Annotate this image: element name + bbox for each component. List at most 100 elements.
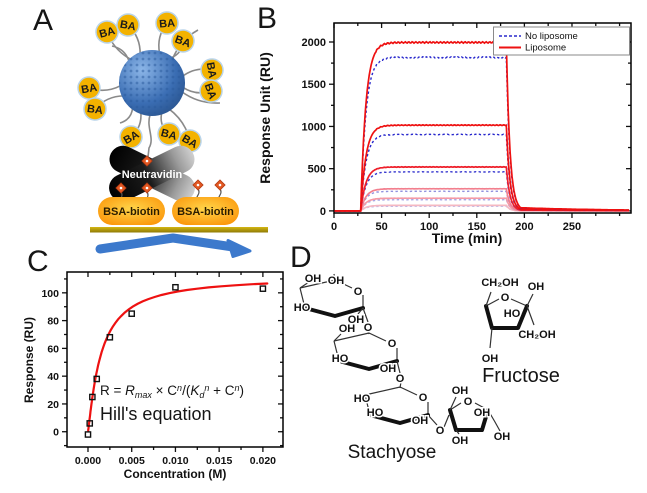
panelB-ytick-label: 500 — [308, 164, 326, 176]
panel-b-sensorgram-chart: 0 50 100 150 200 250 0 500 1000 1500 2000 Time (min… — [257, 22, 632, 246]
anchor-chain — [147, 114, 152, 158]
panelB-xtick-label: 250 — [563, 221, 581, 233]
panelC-axes: 0.000 0.005 0.010 0.015 0.020 0 20 40 60 80 100 Con… — [22, 271, 284, 481]
panelC-xtick-label: 0.000 — [75, 455, 101, 467]
atom-label: OH — [474, 407, 491, 419]
ba-label: BA — [202, 82, 219, 101]
ba-label: BA — [204, 61, 219, 79]
stachyose-skeleton — [299, 273, 501, 435]
panel-c-binding-curve-chart: 0.000 0.005 0.010 0.015 0.020 0 20 40 60 80 100 Con… — [22, 271, 284, 481]
panelC-y-axis-label: Response (RU) — [22, 317, 36, 403]
atom-label: O — [396, 373, 405, 385]
panelC-ticks — [62, 272, 283, 452]
scatter-points — [84, 283, 267, 438]
series-line-no-liposome — [334, 190, 630, 212]
data-point-square — [259, 285, 267, 292]
polymer-chain — [181, 91, 221, 104]
atom-label: O — [364, 322, 373, 334]
panelC-xtick-label: 0.005 — [119, 455, 145, 467]
panelC-plot-frame — [66, 271, 284, 448]
atom-label: HO — [332, 353, 349, 365]
atom-label: O — [419, 392, 428, 404]
ba-badge: BA — [83, 97, 107, 121]
data-point-square — [128, 310, 136, 317]
atom-label: HO — [504, 308, 521, 320]
equation-segment: + C — [209, 383, 235, 398]
atom-label: O — [464, 396, 473, 408]
atom-label: O — [354, 286, 363, 298]
ba-badge: BA — [95, 20, 119, 44]
data-point-square — [84, 431, 92, 438]
panelB-xtick-label: 150 — [468, 221, 486, 233]
panel-letter-d: D — [290, 241, 312, 274]
data-point-square — [89, 393, 96, 401]
panelB-y-axis-label: Response Unit (RU) — [257, 52, 273, 183]
panelB-x-axis-label: Time (min) — [432, 230, 503, 246]
neutravidin-body: Neutravidin — [109, 145, 195, 202]
atom-label: CH₂OH — [518, 329, 555, 341]
panel-letter-a: A — [33, 4, 54, 37]
panelB-xtick-label: 50 — [375, 221, 387, 233]
panelC-ytick-label: 80 — [47, 316, 59, 328]
atom-label: HO — [354, 393, 371, 405]
equation-segment: R — [125, 383, 135, 398]
equation-segment: × C — [151, 383, 178, 398]
atom-label: O — [436, 425, 445, 437]
data-point-square — [172, 283, 179, 291]
panelC-xtick-label: 0.020 — [250, 455, 276, 467]
ba-badge: BA — [155, 11, 179, 35]
equation-segment: max — [134, 390, 152, 400]
panelB-ytick-label: 1500 — [302, 79, 326, 91]
ba-label: BA — [86, 103, 103, 117]
panelC-ytick-label: 40 — [47, 371, 59, 383]
atom-label: HO — [367, 407, 384, 419]
biotin-diamond — [141, 155, 153, 167]
series-line-no-liposome — [334, 55, 630, 212]
data-point-square — [86, 420, 94, 427]
panelC-x-axis-label: Concentration (M) — [124, 467, 227, 481]
panelB-axes: 0 50 100 150 200 250 0 500 1000 1500 2000 Time (min… — [257, 22, 632, 246]
panelB-xtick-label: 100 — [420, 221, 438, 233]
ba-badge: BA — [200, 58, 224, 82]
ba-label: BA — [119, 19, 137, 34]
panelC-xtick-label: 0.015 — [206, 455, 232, 467]
data-point-square — [106, 333, 114, 341]
bsa-biotin-label: BSA-biotin — [177, 206, 234, 218]
sensor-surface-bar — [90, 227, 268, 233]
panel-letter-b: B — [257, 2, 278, 35]
atom-label: OH — [494, 431, 511, 443]
bsa-biotin-right: BSA-biotin — [172, 197, 239, 225]
atom-label: OH — [412, 415, 429, 427]
atom-label: O — [388, 338, 397, 350]
atom-label: OH — [482, 353, 499, 365]
sensorgram-series — [334, 40, 630, 212]
polymer-chain — [111, 45, 131, 63]
atom-label: OH — [348, 314, 365, 326]
equation-segment: /( — [182, 383, 191, 398]
panelC-ytick-label: 60 — [47, 343, 59, 355]
series-line-liposome — [334, 40, 630, 212]
atom-label: OH — [328, 275, 345, 287]
ba-badge: BA — [199, 79, 223, 103]
equation-segment: n — [204, 383, 210, 393]
panelB-xtick-label: 200 — [515, 221, 533, 233]
polymer-chain — [119, 107, 134, 124]
panelC-ytick-label: 20 — [47, 399, 59, 411]
equation-segment: ) — [239, 383, 245, 398]
ba-label: BA — [80, 82, 98, 97]
equation-segment: R = — [100, 383, 126, 398]
hill-equation-name: Hill's equation — [100, 404, 212, 424]
flow-arrow — [95, 233, 252, 258]
atom-label: CH₂OH — [481, 277, 518, 289]
panelB-plot-frame — [333, 22, 632, 214]
fructose-skeleton — [484, 291, 535, 349]
biotin-diamond — [214, 179, 226, 201]
legend-entry-label: No liposome — [525, 31, 578, 42]
panelC-ytick-label: 100 — [41, 288, 59, 300]
ba-label: BA — [159, 17, 176, 30]
